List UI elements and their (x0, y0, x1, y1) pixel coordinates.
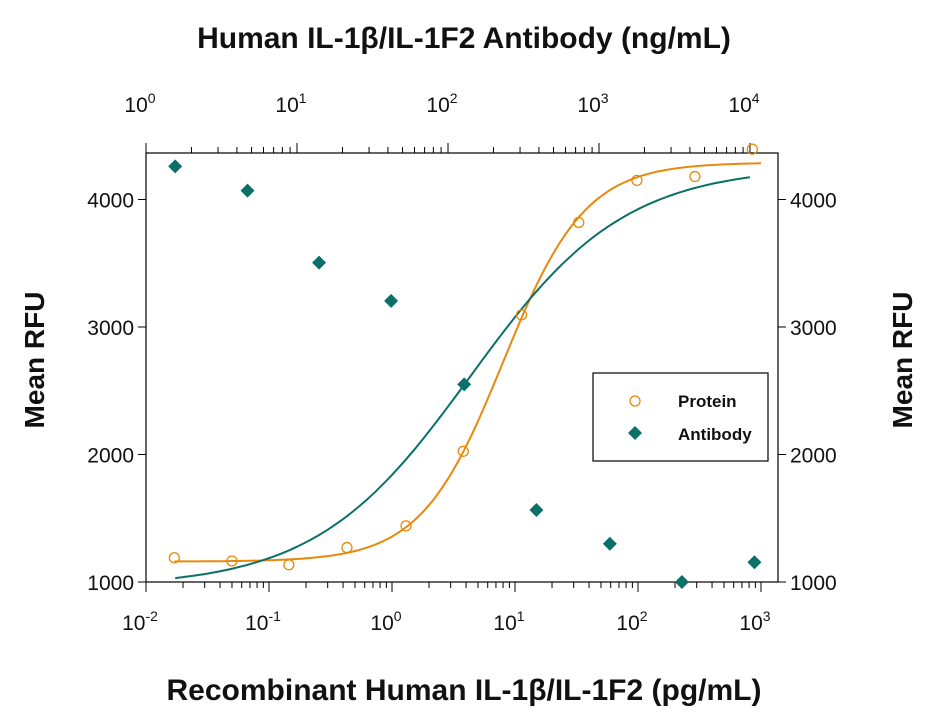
protein-point (400, 520, 412, 532)
protein-point (457, 445, 469, 457)
antibody-point (457, 377, 472, 392)
x2-tick-label: 101 (275, 90, 306, 117)
protein-point (283, 559, 295, 571)
y-axis-label-right: Mean RFU (887, 292, 918, 429)
antibody-point (240, 183, 255, 198)
protein-point (341, 541, 353, 554)
x-tick-label: 101 (493, 608, 524, 635)
protein-point (226, 555, 238, 567)
x2-tick-label: 103 (577, 90, 608, 117)
y-axis-label-left: Mean RFU (19, 292, 50, 429)
chart-title: Human IL-1β/IL-1F2 Antibody (ng/mL) (197, 22, 731, 55)
protein-point (515, 309, 528, 321)
y-tick-label-right: 2000 (790, 445, 837, 468)
x2-tick-label: 104 (728, 90, 759, 117)
antibody-point (674, 575, 689, 589)
legend-box (592, 372, 769, 462)
x-tick-label: 102 (616, 608, 647, 635)
antibody-point (602, 536, 617, 551)
protein-point (746, 143, 758, 155)
plot-frame (145, 152, 779, 583)
x-tick-label: 10-1 (245, 608, 281, 635)
x-tick-label: 100 (370, 608, 401, 635)
legend-antibody-marker (628, 426, 642, 440)
y-tick-label-right: 1000 (790, 572, 837, 595)
antibody-point (529, 502, 544, 517)
x2-tick-label: 100 (124, 90, 155, 117)
y-tick-label-right: 3000 (790, 317, 837, 340)
antibody-point (168, 159, 183, 174)
antibody-point (384, 293, 399, 308)
legend-antibody-label: Antibody (678, 425, 752, 444)
legend-protein-marker (629, 395, 641, 407)
protein-point (573, 216, 585, 229)
x-axis-label: Recombinant Human IL-1β/IL-1F2 (pg/mL) (167, 674, 762, 707)
antibody-point (312, 255, 327, 270)
legend: Protein Antibody (592, 372, 769, 462)
y-tick-label-left: 3000 (87, 317, 134, 340)
protein-fit-curve (174, 162, 762, 563)
x2-tick-label: 102 (426, 90, 457, 117)
protein-point (689, 170, 701, 183)
y-tick-label-left: 2000 (87, 445, 134, 468)
antibody-point (747, 555, 762, 570)
y-tick-label-left: 1000 (87, 572, 134, 595)
x-tick-label: 103 (739, 608, 770, 635)
protein-point (168, 552, 180, 564)
x-tick-label: 10-2 (122, 608, 158, 635)
y-tick-label-right: 4000 (790, 190, 837, 213)
protein-point (631, 174, 643, 187)
y-tick-label-left: 4000 (87, 190, 134, 213)
legend-protein-label: Protein (678, 392, 737, 411)
